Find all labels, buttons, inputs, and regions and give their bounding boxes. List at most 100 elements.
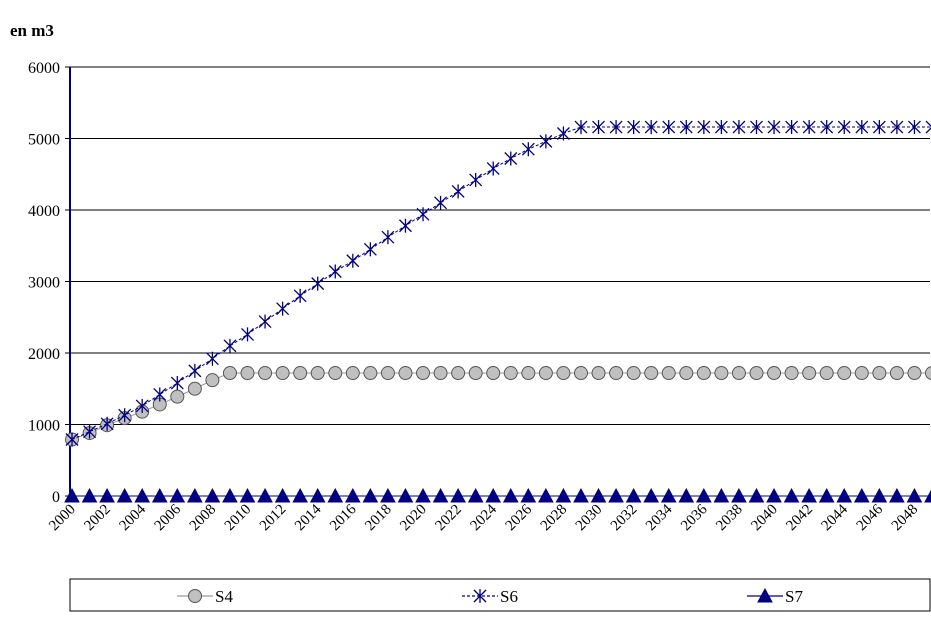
series-s7 [65, 489, 931, 502]
x-tick-label: 2026 [503, 501, 536, 534]
data-point [610, 120, 622, 134]
data-point [259, 315, 271, 329]
data-point [750, 367, 763, 380]
x-tick-label: 2034 [643, 501, 676, 534]
data-point [855, 367, 868, 380]
x-tick-label: 2044 [819, 501, 852, 534]
data-point [838, 367, 851, 380]
data-point [294, 289, 306, 303]
data-point [347, 254, 359, 268]
data-point [574, 367, 587, 380]
data-point [645, 120, 657, 134]
data-point [803, 367, 816, 380]
data-point [171, 390, 184, 403]
data-point [820, 367, 833, 380]
y-tick-label: 0 [52, 489, 60, 506]
data-point [382, 230, 394, 244]
x-tick-label: 2030 [573, 502, 606, 535]
x-tick-label: 2010 [222, 502, 255, 535]
data-point [206, 374, 219, 387]
data-point [364, 242, 376, 256]
data-point [242, 327, 254, 341]
data-point [592, 367, 605, 380]
series-line [72, 373, 931, 439]
x-tick-label: 2036 [678, 501, 711, 534]
data-point [470, 173, 482, 187]
x-tick-label: 2006 [152, 501, 185, 534]
data-point [540, 134, 552, 148]
data-point [452, 184, 464, 198]
data-point [539, 367, 552, 380]
data-point [505, 152, 517, 166]
data-point [926, 367, 931, 380]
data-point [276, 367, 289, 380]
data-point [522, 367, 535, 380]
data-point [206, 352, 218, 366]
data-point [241, 367, 254, 380]
data-point [364, 367, 377, 380]
data-point [435, 196, 447, 210]
y-tick-label: 3000 [28, 275, 60, 292]
series-s6 [66, 120, 931, 446]
data-point [189, 364, 201, 378]
data-point [277, 302, 289, 316]
data-point [522, 142, 534, 156]
x-tick-label: 2024 [468, 501, 501, 534]
series-line [72, 127, 931, 439]
data-point [329, 367, 342, 380]
x-tick-label: 2014 [292, 501, 325, 534]
data-point [136, 399, 148, 413]
data-point [399, 367, 412, 380]
data-point [224, 339, 236, 353]
data-point [610, 367, 623, 380]
data-point [294, 367, 307, 380]
data-point [417, 207, 429, 221]
data-point [188, 382, 201, 395]
data-point [504, 367, 517, 380]
data-point [873, 367, 886, 380]
legend-label: S7 [785, 587, 803, 606]
data-point [434, 367, 447, 380]
x-tick-label: 2000 [46, 502, 79, 535]
data-point [662, 367, 675, 380]
data-point [259, 367, 272, 380]
x-tick-label: 2038 [713, 502, 746, 535]
data-point [311, 367, 324, 380]
data-point [452, 367, 465, 380]
x-tick-label: 2004 [117, 501, 150, 534]
data-point [469, 367, 482, 380]
data-point [223, 367, 236, 380]
data-point [346, 367, 359, 380]
x-tick-label: 2022 [432, 502, 465, 535]
data-point [908, 367, 921, 380]
legend-label: S6 [500, 587, 518, 606]
x-tick-label: 2012 [257, 502, 290, 535]
gridlines [70, 67, 930, 425]
data-point [487, 162, 499, 176]
data-point [890, 367, 903, 380]
y-tick-label: 1000 [28, 418, 60, 435]
series [65, 120, 931, 502]
data-point [575, 120, 587, 134]
data-point [697, 367, 710, 380]
x-tick-label: 2046 [854, 501, 887, 534]
data-point [154, 387, 166, 401]
data-point [417, 367, 430, 380]
x-tick-label: 2042 [783, 502, 816, 535]
data-point [557, 126, 569, 140]
y-tick-label: 5000 [28, 132, 60, 149]
data-point [768, 367, 781, 380]
x-tick-label: 2032 [608, 502, 641, 535]
x-tick-label: 2040 [748, 502, 781, 535]
data-point [399, 219, 411, 233]
data-point [381, 367, 394, 380]
y-tick-label: 4000 [28, 203, 60, 220]
y-tick-label: 6000 [28, 60, 60, 77]
x-tick-label: 2002 [81, 502, 114, 535]
x-tick-label: 2028 [538, 502, 571, 535]
x-tick-label: 2020 [397, 502, 430, 535]
